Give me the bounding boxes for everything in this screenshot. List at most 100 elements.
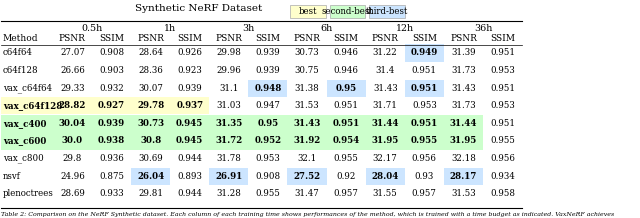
Text: best: best xyxy=(298,7,317,16)
Text: 0.957: 0.957 xyxy=(333,189,358,198)
Text: 29.81: 29.81 xyxy=(138,189,163,198)
Text: 0.955: 0.955 xyxy=(333,154,358,163)
Text: 0.949: 0.949 xyxy=(411,48,438,57)
FancyBboxPatch shape xyxy=(290,5,326,19)
Text: 12h: 12h xyxy=(396,24,414,33)
Text: 30.75: 30.75 xyxy=(294,66,319,75)
FancyBboxPatch shape xyxy=(287,115,326,132)
Text: 31.55: 31.55 xyxy=(373,189,397,198)
FancyBboxPatch shape xyxy=(326,115,365,132)
FancyBboxPatch shape xyxy=(365,133,404,150)
Text: 0.951: 0.951 xyxy=(333,101,358,110)
FancyBboxPatch shape xyxy=(287,133,326,150)
FancyBboxPatch shape xyxy=(404,44,444,61)
Text: 0.926: 0.926 xyxy=(177,48,202,57)
Text: 6h: 6h xyxy=(321,24,333,33)
Text: second-best: second-best xyxy=(321,7,373,16)
Text: 31.43: 31.43 xyxy=(373,83,397,92)
Text: 30.8: 30.8 xyxy=(140,136,161,145)
Text: 30.69: 30.69 xyxy=(138,154,163,163)
FancyBboxPatch shape xyxy=(404,80,444,97)
Text: 0.939: 0.939 xyxy=(255,48,280,57)
Text: 0.939: 0.939 xyxy=(98,119,125,128)
Text: 0.92: 0.92 xyxy=(337,172,356,181)
Text: vax_c800: vax_c800 xyxy=(3,154,44,163)
Text: 0.955: 0.955 xyxy=(255,189,280,198)
Text: 31.73: 31.73 xyxy=(451,66,476,75)
Text: vax_c64f128: vax_c64f128 xyxy=(3,101,62,110)
Text: 32.18: 32.18 xyxy=(451,154,476,163)
FancyBboxPatch shape xyxy=(444,133,483,150)
Text: 26.91: 26.91 xyxy=(215,172,243,181)
Text: 31.35: 31.35 xyxy=(215,119,243,128)
Text: 27.52: 27.52 xyxy=(293,172,321,181)
Text: PSNR: PSNR xyxy=(450,34,477,43)
Text: 0.944: 0.944 xyxy=(177,154,202,163)
Text: Table 2: Comparison on the NeRF Synthetic dataset. Each column of each training : Table 2: Comparison on the NeRF Syntheti… xyxy=(1,212,614,217)
Text: 29.8: 29.8 xyxy=(63,154,82,163)
FancyBboxPatch shape xyxy=(92,133,131,150)
Text: 31.22: 31.22 xyxy=(373,48,397,57)
Text: 31.03: 31.03 xyxy=(216,101,241,110)
Text: 0.939: 0.939 xyxy=(255,66,280,75)
Text: 31.78: 31.78 xyxy=(216,154,241,163)
Text: 0.953: 0.953 xyxy=(490,66,515,75)
Text: 0.5h: 0.5h xyxy=(81,24,102,33)
Text: 28.82: 28.82 xyxy=(59,101,86,110)
Text: 31.39: 31.39 xyxy=(451,48,476,57)
Text: 0.95: 0.95 xyxy=(257,119,278,128)
Text: 0.953: 0.953 xyxy=(490,101,515,110)
Text: 0.93: 0.93 xyxy=(415,172,434,181)
Text: PSNR: PSNR xyxy=(59,34,86,43)
Text: 0.945: 0.945 xyxy=(176,119,204,128)
Text: 0.875: 0.875 xyxy=(99,172,124,181)
Text: 31.53: 31.53 xyxy=(451,189,476,198)
Text: third-best: third-best xyxy=(366,7,408,16)
Text: 30.07: 30.07 xyxy=(138,83,163,92)
Text: 31.72: 31.72 xyxy=(215,136,243,145)
FancyBboxPatch shape xyxy=(170,133,209,150)
Text: 31.38: 31.38 xyxy=(294,83,319,92)
Text: SSIM: SSIM xyxy=(177,34,202,43)
FancyBboxPatch shape xyxy=(287,168,326,185)
Text: 0.933: 0.933 xyxy=(99,189,124,198)
FancyBboxPatch shape xyxy=(92,97,131,114)
Text: SSIM: SSIM xyxy=(255,34,280,43)
FancyBboxPatch shape xyxy=(248,80,287,97)
FancyBboxPatch shape xyxy=(53,133,92,150)
FancyBboxPatch shape xyxy=(170,115,209,132)
Text: 0.951: 0.951 xyxy=(490,48,515,57)
FancyBboxPatch shape xyxy=(326,133,365,150)
Text: 31.92: 31.92 xyxy=(293,136,321,145)
Text: 0.955: 0.955 xyxy=(490,136,515,145)
Text: 0.953: 0.953 xyxy=(412,101,436,110)
FancyBboxPatch shape xyxy=(444,115,483,132)
Text: 0.955: 0.955 xyxy=(411,136,438,145)
Text: 0.946: 0.946 xyxy=(333,66,358,75)
Text: 0.939: 0.939 xyxy=(177,83,202,92)
Text: 30.04: 30.04 xyxy=(59,119,86,128)
Text: 31.71: 31.71 xyxy=(372,101,397,110)
Text: 31.95: 31.95 xyxy=(450,136,477,145)
Text: PSNR: PSNR xyxy=(294,34,321,43)
Text: 0.932: 0.932 xyxy=(99,83,124,92)
Text: 0.953: 0.953 xyxy=(255,154,280,163)
Text: SSIM: SSIM xyxy=(412,34,437,43)
Text: 0.951: 0.951 xyxy=(490,119,515,128)
Text: 0.956: 0.956 xyxy=(412,154,436,163)
FancyBboxPatch shape xyxy=(131,168,170,185)
Text: SSIM: SSIM xyxy=(490,34,515,43)
FancyBboxPatch shape xyxy=(404,133,444,150)
Text: 28.17: 28.17 xyxy=(450,172,477,181)
Text: 29.96: 29.96 xyxy=(216,66,241,75)
Text: vax_c400: vax_c400 xyxy=(3,119,46,128)
FancyBboxPatch shape xyxy=(131,97,170,114)
Text: PSNR: PSNR xyxy=(137,34,164,43)
FancyBboxPatch shape xyxy=(248,133,287,150)
Text: 0.952: 0.952 xyxy=(254,136,282,145)
Text: 28.36: 28.36 xyxy=(138,66,163,75)
FancyBboxPatch shape xyxy=(330,5,365,19)
Text: 0.957: 0.957 xyxy=(412,189,436,198)
Text: 0.951: 0.951 xyxy=(490,83,515,92)
Text: 29.78: 29.78 xyxy=(137,101,164,110)
